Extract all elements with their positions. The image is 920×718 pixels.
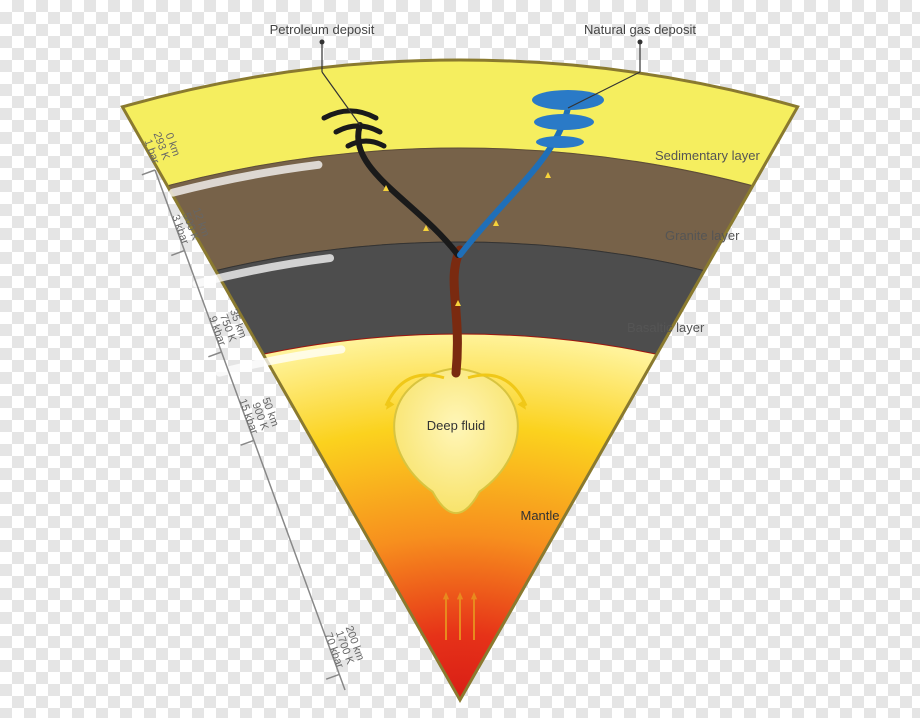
mantle-label: Mantle bbox=[520, 508, 559, 523]
granite-label: Granite layer bbox=[665, 228, 740, 243]
natgas-callout-label: Natural gas deposit bbox=[584, 22, 696, 37]
deep-fluid-label: Deep fluid bbox=[427, 418, 486, 433]
earth-cross-section-diagram: 0 km293 K1 bar12 km500 K3 kbar35 km750 K… bbox=[0, 0, 920, 718]
basaltic-label: Basaltic layer bbox=[627, 320, 705, 335]
natural-gas-deposit-icon bbox=[532, 90, 604, 110]
petroleum-callout-label: Petroleum deposit bbox=[270, 22, 375, 37]
natural-gas-deposit-icon bbox=[534, 114, 594, 130]
natural-gas-deposit-icon bbox=[536, 136, 584, 148]
sedimentary-label: Sedimentary layer bbox=[655, 148, 760, 163]
